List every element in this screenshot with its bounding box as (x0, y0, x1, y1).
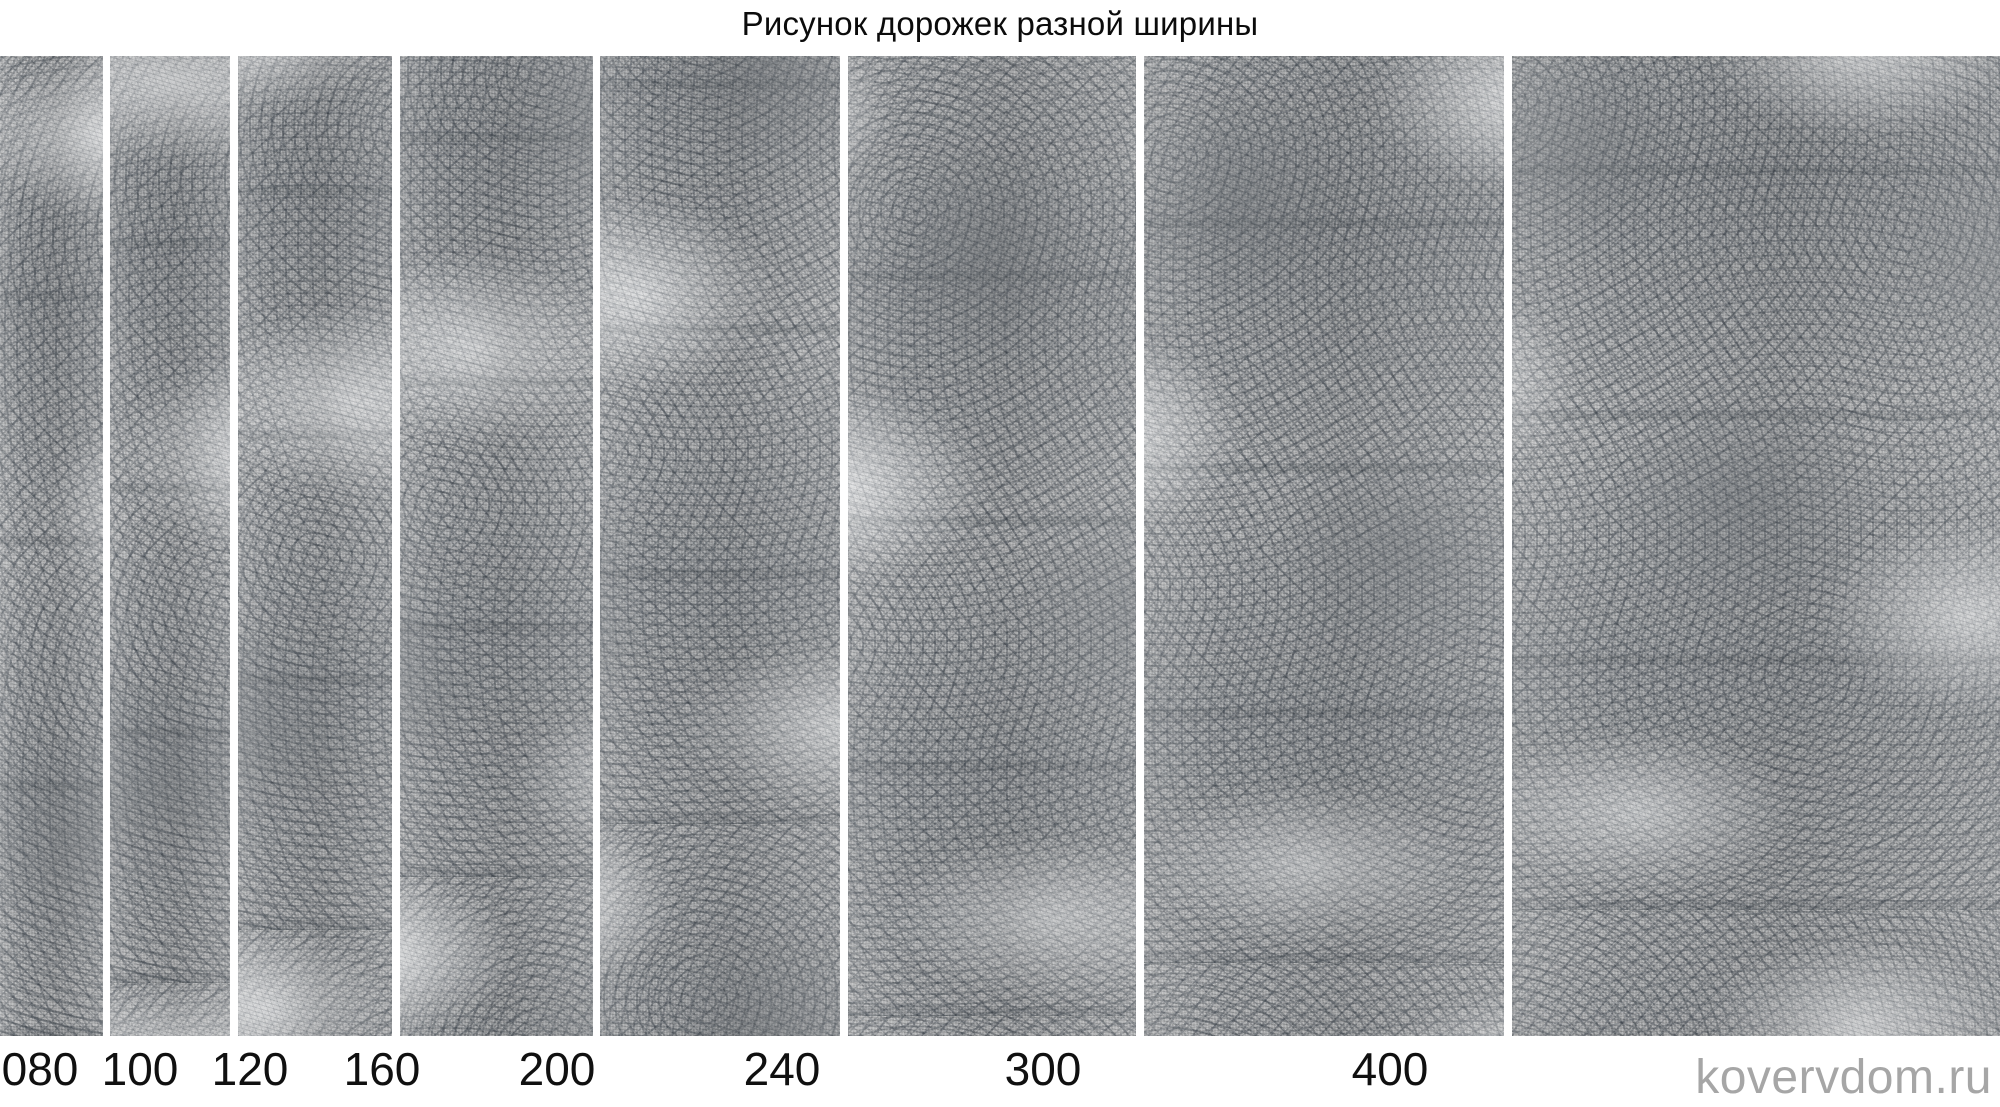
runner-swatch-400[interactable] (1512, 56, 2000, 1036)
runner-swatch-080[interactable] (0, 56, 103, 1036)
runner-width-label-400: 400 (1351, 1043, 1429, 1095)
runner-width-label-row: 080 100 120 160 200 240 300 400 (0, 1036, 2000, 1107)
runner-texture (0, 56, 103, 1036)
runner-swatch-120[interactable] (238, 56, 392, 1036)
runner-swatch-100[interactable] (110, 56, 230, 1036)
runner-texture (1144, 56, 1504, 1036)
runner-texture (848, 56, 1136, 1036)
runner-width-label-200: 200 (518, 1043, 596, 1095)
runner-width-label-160: 160 (343, 1043, 421, 1095)
runner-texture (600, 56, 840, 1036)
runner-width-label-240: 240 (743, 1043, 821, 1095)
runner-swatch-200[interactable] (600, 56, 840, 1036)
runner-width-label-100: 100 (101, 1043, 179, 1095)
runner-texture (400, 56, 593, 1036)
runner-swatch-160[interactable] (400, 56, 593, 1036)
runner-swatch-300[interactable] (1144, 56, 1504, 1036)
page-title: Рисунок дорожек разной ширины (741, 5, 1259, 42)
runner-texture (1512, 56, 2000, 1036)
runner-width-label-120: 120 (211, 1043, 289, 1095)
runner-swatch-240[interactable] (848, 56, 1136, 1036)
runner-width-label-080: 080 (1, 1043, 79, 1095)
runner-texture (238, 56, 392, 1036)
runner-swatch-strip-row (0, 56, 2000, 1036)
runner-width-label-300: 300 (1004, 1043, 1082, 1095)
runner-texture (110, 56, 230, 1036)
